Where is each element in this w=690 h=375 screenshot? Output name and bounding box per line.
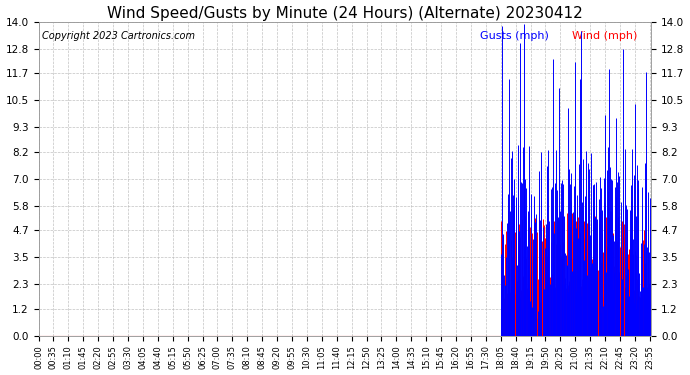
Text: Copyright 2023 Cartronics.com: Copyright 2023 Cartronics.com [41,31,195,41]
Text: Gusts (mph): Gusts (mph) [480,31,549,41]
Title: Wind Speed/Gusts by Minute (24 Hours) (Alternate) 20230412: Wind Speed/Gusts by Minute (24 Hours) (A… [107,6,583,21]
Text: Wind (mph): Wind (mph) [572,31,637,41]
